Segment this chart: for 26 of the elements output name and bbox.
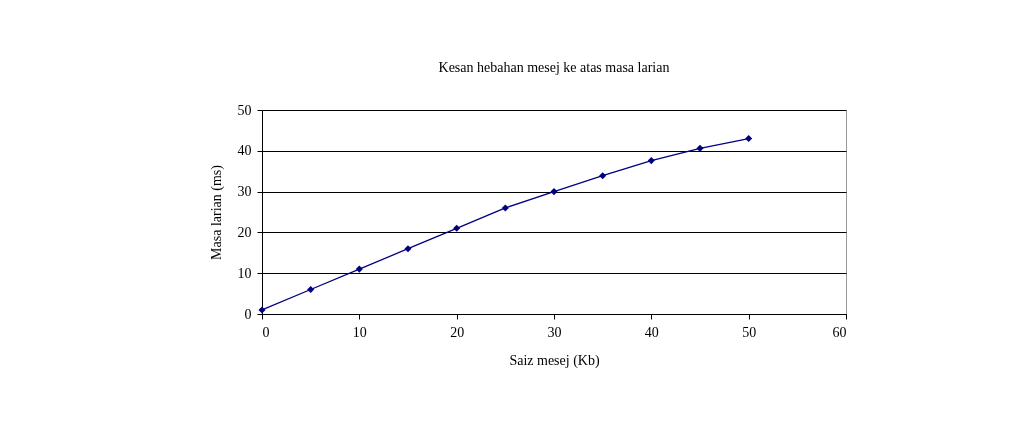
point	[453, 224, 461, 232]
point	[501, 204, 509, 212]
y-tick-label: 20	[237, 224, 252, 240]
x-tick-label: 10	[352, 324, 367, 340]
y-tick-label: 0	[244, 306, 252, 322]
y-tick-label: 10	[237, 265, 252, 281]
x-axis-title: Saiz mesej (Kb)	[509, 352, 600, 369]
x-tick-label: 0	[262, 324, 270, 340]
x-tick-label: 50	[742, 324, 757, 340]
x-tick-label: 20	[450, 324, 465, 340]
point	[404, 245, 412, 253]
y-tick-label: 40	[237, 143, 252, 159]
x-tick-label: 60	[832, 324, 847, 340]
y-axis-title: Masa larian (ms)	[208, 164, 225, 260]
point	[696, 144, 704, 152]
chart-title: Kesan hebahan mesej ke atas masa larian	[438, 60, 670, 75]
x-tick-label: 30	[547, 324, 562, 340]
x-tick-label: 40	[644, 324, 659, 340]
point	[307, 285, 315, 294]
y-tick-label: 30	[237, 184, 252, 200]
point	[647, 157, 655, 165]
point	[550, 188, 558, 196]
point	[745, 135, 753, 143]
y-tick-label: 50	[237, 102, 252, 118]
point	[355, 265, 363, 273]
point	[599, 172, 607, 180]
